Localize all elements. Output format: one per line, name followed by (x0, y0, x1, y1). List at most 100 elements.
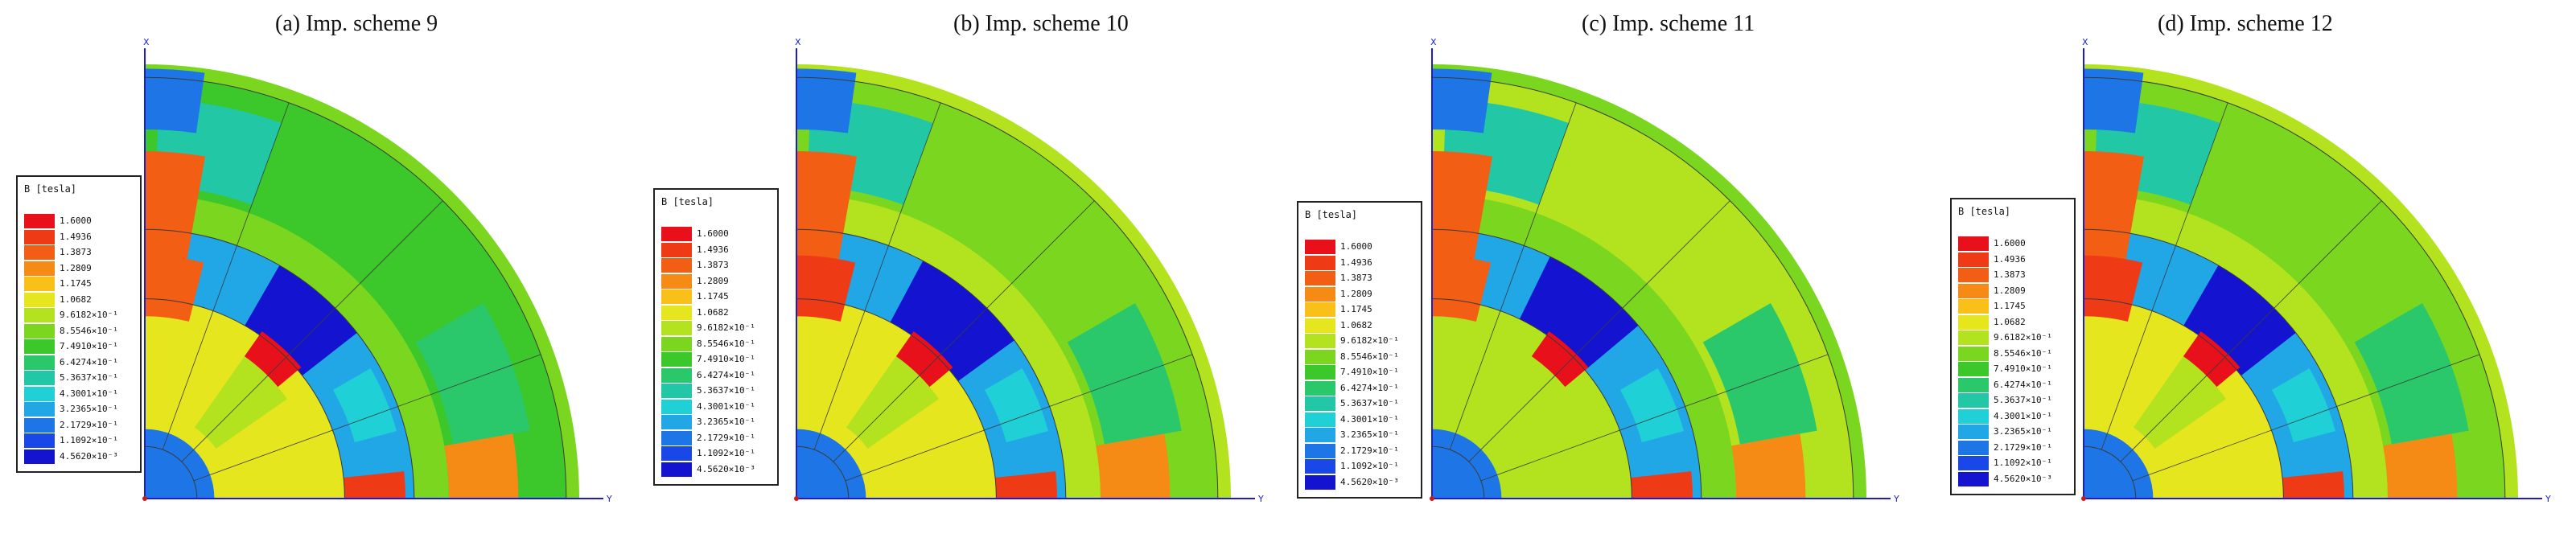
legend-value: 1.0682 (60, 293, 92, 305)
legend-swatch (1958, 425, 1989, 439)
legend-value: 1.1092×10⁻¹ (1994, 458, 2052, 468)
legend-value: 1.2809 (60, 262, 92, 273)
legend-value: 4.3001×10⁻¹ (1340, 413, 1399, 425)
legend-value: 1.6000 (1340, 241, 1372, 252)
legend-swatch (661, 462, 692, 477)
saturation-zone (995, 471, 1057, 499)
legend-swatch (661, 399, 692, 414)
boundary-line (181, 200, 443, 462)
legend-value: 1.4936 (1994, 253, 2026, 265)
legend: B [tesla] 1.6000 1.4936 1.3873 1.2809 1.1745… (1950, 198, 2076, 495)
saturation-zone (796, 151, 858, 264)
legend-value: 4.3001×10⁻¹ (697, 400, 755, 412)
legend-swatch (24, 402, 55, 417)
shaft-region (796, 429, 866, 499)
legend-swatch (24, 245, 55, 260)
legend-value: 3.2365×10⁻¹ (1340, 429, 1399, 440)
legend-swatch (24, 308, 55, 322)
legend-value: 8.5546×10⁻¹ (60, 325, 118, 336)
flux-zone (145, 68, 205, 133)
legend-swatch (24, 417, 55, 433)
legend-value: 1.6000 (60, 215, 92, 226)
legend-swatch (661, 352, 692, 367)
legend-swatch (661, 321, 692, 335)
shaft-region (1432, 429, 1502, 499)
flux-zone (332, 368, 397, 443)
flux-zone (1702, 303, 1817, 445)
legend-swatch (24, 292, 55, 307)
legend-swatch (1958, 362, 1989, 376)
saturation-zone (2084, 255, 2143, 322)
saturation-zone (2183, 331, 2241, 388)
legend-swatch (1305, 334, 1335, 348)
legend-swatch (1305, 412, 1335, 427)
air-gap-band (796, 229, 1066, 499)
legend-value: 1.1745 (1994, 301, 2026, 311)
flux-zone (2084, 68, 2144, 133)
shaft-region (145, 429, 215, 499)
legend-value: 1.0682 (697, 306, 729, 318)
axis-label: Y (1257, 494, 1264, 504)
axis-label: Y (2545, 494, 2551, 504)
origin-marker (1430, 496, 1434, 501)
legend-swatch (24, 261, 55, 276)
boundary-line (813, 102, 941, 450)
legend-swatch (1305, 396, 1335, 411)
legend-swatch (1958, 252, 1989, 267)
legend-value: 9.6182×10⁻¹ (1340, 335, 1399, 346)
legend-swatch (1958, 314, 1989, 330)
legend-swatch (661, 430, 692, 445)
legend-value: 5.3637×10⁻¹ (1994, 395, 2052, 405)
panel-title: (c) Imp. scheme 11 (1582, 11, 1755, 36)
legend-value: 1.2809 (697, 275, 729, 286)
legend-swatch (1958, 456, 1989, 470)
legend-value: 6.4274×10⁻¹ (1994, 379, 2052, 390)
legend-swatch (24, 214, 55, 228)
saturation-zone (1432, 151, 1493, 264)
legend-title: B [tesla] (24, 183, 77, 195)
legend-value: 4.5620×10⁻³ (697, 463, 755, 474)
saturation-zone (895, 331, 953, 388)
legend-value: 3.2365×10⁻¹ (1994, 426, 2052, 437)
axis-label: X (1430, 37, 1437, 47)
legend-swatch (24, 371, 55, 385)
axis-label: Y (1893, 494, 1899, 504)
legend-value: 1.3873 (697, 260, 729, 270)
boundary-line (2120, 200, 2382, 462)
panel-title: (a) Imp. scheme 9 (275, 11, 438, 36)
legend-swatch (1958, 330, 1989, 345)
flux-zone (796, 68, 857, 133)
legend-swatch (24, 449, 55, 464)
legend-swatch (661, 367, 692, 383)
legend-swatch (1958, 377, 1989, 392)
legend-swatch (1305, 318, 1335, 333)
legend-value: 1.2809 (1994, 285, 2026, 296)
legend-value: 1.4936 (697, 244, 729, 255)
legend-value: 1.1745 (60, 278, 92, 289)
legend-swatch (1958, 393, 1989, 408)
legend-swatch (24, 433, 55, 448)
legend-value: 6.4274×10⁻¹ (60, 356, 118, 367)
boundary-line (1449, 102, 1577, 450)
panel-d: (d) Imp. scheme 12 B [tesla] 1.6000 1.493… (1931, 0, 2576, 550)
saturation-zone (145, 151, 206, 264)
legend-swatch (1958, 283, 1989, 298)
legend-value: 4.5620×10⁻³ (1340, 476, 1399, 487)
saturation-zone (2282, 471, 2344, 499)
legend-value: 1.6000 (1994, 238, 2026, 248)
saturation-zone (344, 471, 405, 499)
legend-value: 1.1092×10⁻¹ (60, 435, 118, 445)
axis-label: X (2082, 37, 2088, 47)
legend-value: 1.1092×10⁻¹ (697, 448, 755, 458)
legend: B [tesla] 1.6000 1.4936 1.3873 1.2809 1.1745… (16, 175, 142, 473)
legend-swatch (661, 227, 692, 241)
legend-value: 2.1729×10⁻¹ (697, 432, 755, 443)
saturation-zone (444, 433, 519, 499)
legend-value: 1.0682 (1994, 316, 2026, 327)
shaft-region (2084, 429, 2154, 499)
axis-label: X (143, 37, 150, 47)
legend-value: 5.3637×10⁻¹ (60, 372, 118, 383)
low-flux-region (2183, 265, 2296, 376)
boundary-line (193, 354, 541, 482)
saturation-zone (145, 255, 204, 322)
